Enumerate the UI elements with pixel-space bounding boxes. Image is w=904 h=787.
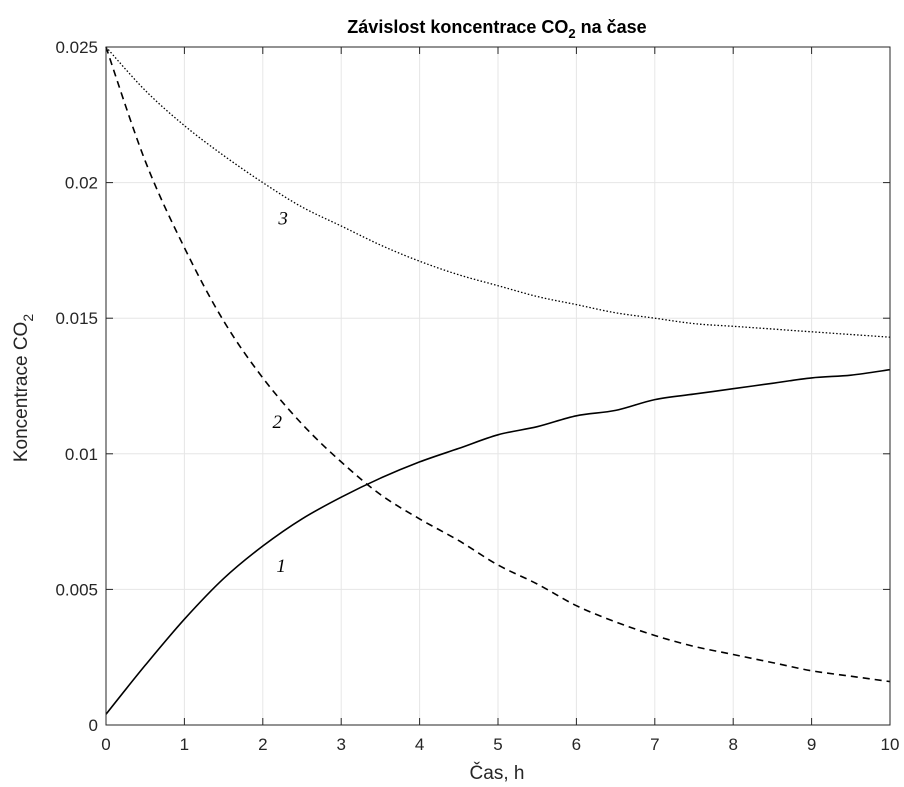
- y-tick-label: 0.02: [65, 174, 98, 193]
- x-tick-label: 9: [807, 735, 816, 754]
- y-tick-label: 0.015: [55, 309, 98, 328]
- tick-labels: 0 1 2 3 4 5 6 7 8 9 10 0 0.005 0.01 0.015 0.02 0.025: [55, 38, 899, 754]
- y-tick-label: 0.005: [55, 580, 98, 599]
- x-tick-label: 4: [415, 735, 424, 754]
- series-line-3: [105, 46, 891, 338]
- x-axis-label: Čas, h: [470, 762, 525, 784]
- y-tick-label: 0: [89, 716, 98, 735]
- y-axis-label: Koncentrace CO2: [11, 314, 36, 462]
- curve-label-2: 2: [272, 412, 282, 433]
- x-tick-label: 10: [881, 735, 900, 754]
- x-tick-label: 5: [493, 735, 502, 754]
- grid-lines: [105, 46, 891, 726]
- series-lines: [105, 46, 891, 715]
- x-tick-label: 8: [728, 735, 737, 754]
- x-tick-label: 2: [258, 735, 267, 754]
- curve-label-3: 3: [277, 208, 288, 229]
- series-line-1: [105, 368, 891, 715]
- y-tick-label: 0.025: [55, 38, 98, 57]
- series-line-2: [105, 46, 891, 683]
- x-tick-label: 1: [180, 735, 189, 754]
- x-tick-label: 0: [101, 735, 110, 754]
- x-tick-label: 7: [650, 735, 659, 754]
- x-tick-label: 3: [336, 735, 345, 754]
- axes-frame: [105, 46, 891, 726]
- curve-labels: 1 2 3: [272, 208, 287, 577]
- chart-title: Závislost koncentrace CO2 na čase: [347, 17, 646, 41]
- y-tick-label: 0.01: [65, 445, 98, 464]
- curve-label-1: 1: [276, 556, 286, 577]
- x-tick-label: 6: [572, 735, 581, 754]
